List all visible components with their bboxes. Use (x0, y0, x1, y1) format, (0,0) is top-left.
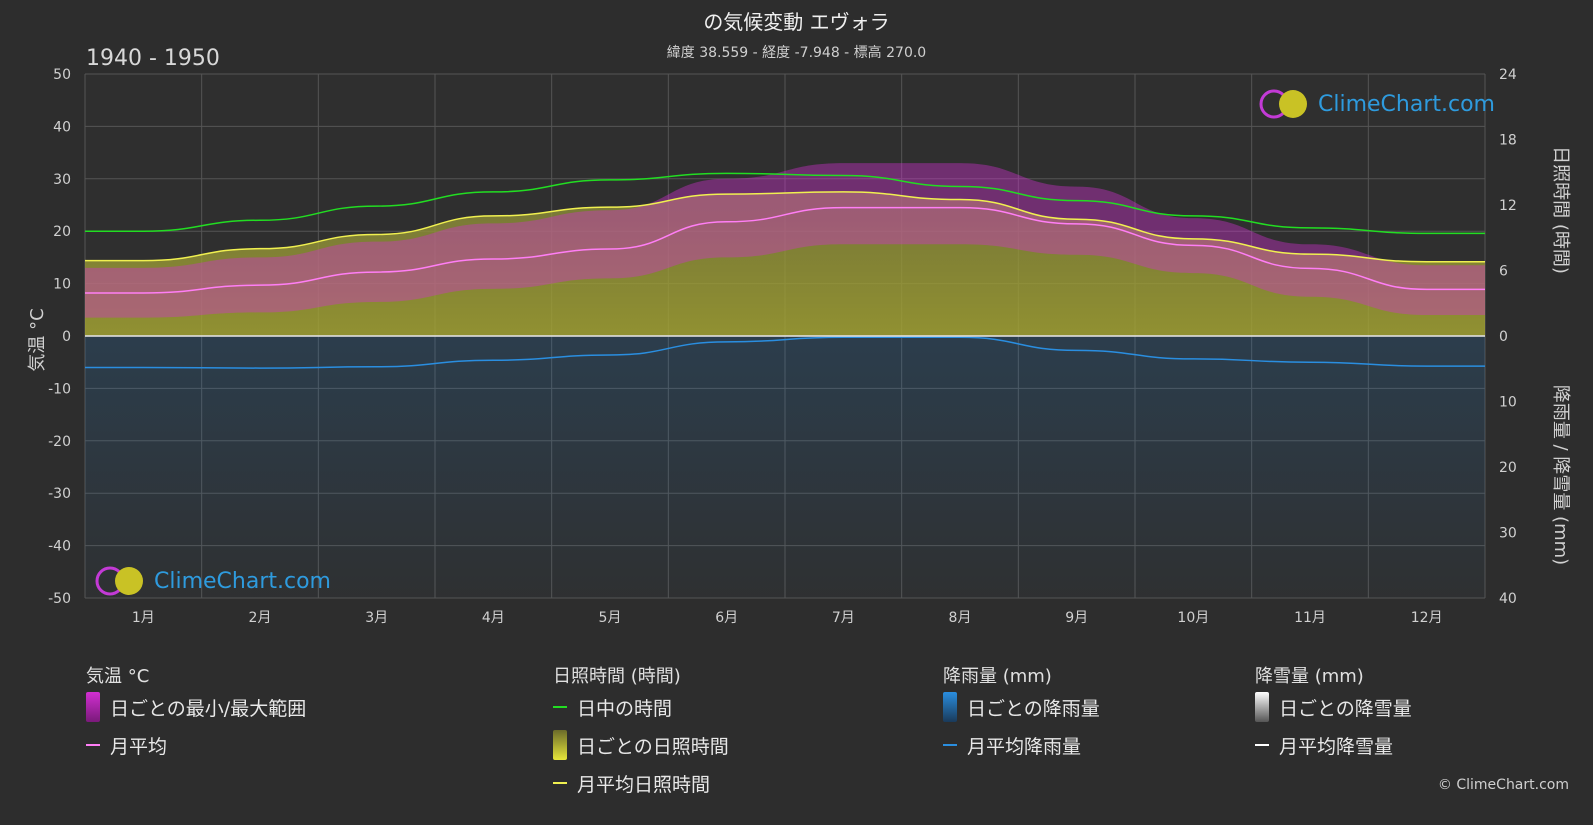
legend-rain-daily-label: 日ごとの降雨量 (967, 697, 1100, 720)
legend-daylight-label: 日中の時間 (577, 697, 673, 720)
month-label: 3月 (365, 610, 388, 626)
temp-range-band (85, 163, 1485, 318)
sunshine-swatch (553, 730, 567, 760)
legend-daylight: 日中の時間 (553, 688, 729, 726)
right-sun-tick-label: 24 (1499, 67, 1517, 83)
rain-daily-area (85, 336, 1485, 598)
right-precip-tick-label: 40 (1499, 591, 1517, 607)
copyright: © ClimeChart.com (1437, 777, 1569, 793)
left-tick-label: -30 (48, 486, 71, 502)
month-label: 10月 (1177, 610, 1209, 626)
month-label: 12月 (1411, 610, 1443, 626)
temp-range-swatch (86, 692, 100, 722)
right-axis-sun-title: 日照時間 (時間) (1550, 146, 1571, 274)
rain-avg-swatch (943, 744, 957, 746)
legend-temp: 気温 °C 日ごとの最小/最大範囲 月平均 (86, 662, 306, 764)
period-label: 1940 - 1950 (86, 46, 220, 71)
right-sun-tick-label: 6 (1499, 264, 1508, 280)
legend-sun-daily: 日ごとの日照時間 (553, 726, 729, 764)
legend-sun-avg-label: 月平均日照時間 (577, 773, 711, 796)
right-precip-tick-label: 20 (1499, 460, 1517, 476)
right-precip-tick-label: 10 (1499, 395, 1517, 411)
left-tick-label: 20 (53, 224, 71, 240)
month-label: 9月 (1065, 610, 1088, 626)
sunshine-avg-line (85, 191, 1485, 263)
month-label: 11月 (1294, 610, 1326, 626)
left-tick-label: 0 (62, 329, 71, 345)
legend-sun: 日照時間 (時間) 日中の時間 日ごとの日照時間 月平均日照時間 (553, 662, 729, 802)
legend-temp-header: 気温 °C (86, 666, 150, 687)
daylight-swatch (553, 706, 567, 708)
logo-text: ClimeChart.com (154, 568, 331, 594)
left-axis-title: 気温 °C (27, 308, 48, 372)
legend-temp-avg: 月平均 (86, 726, 306, 764)
sunshine-area (85, 191, 1485, 336)
legend-snow: 降雪量 (mm) 日ごとの降雪量 月平均降雪量 (1255, 662, 1412, 764)
month-label: 1月 (132, 610, 155, 626)
left-tick-label: 10 (53, 277, 71, 293)
right-sun-tick-label: 18 (1499, 133, 1517, 149)
chart-subtitle: 緯度 38.559 - 経度 -7.948 - 標高 270.0 (666, 45, 927, 61)
month-label: 5月 (599, 610, 622, 626)
legend-snow-daily: 日ごとの降雪量 (1255, 688, 1412, 726)
legend-rain-header: 降雨量 (mm) (943, 666, 1052, 687)
month-label: 7月 (832, 610, 855, 626)
climechart-logo-icon (1259, 89, 1307, 119)
left-tick-label: -20 (48, 434, 71, 450)
sunshine-avg-swatch (553, 782, 567, 784)
logo-bottom[interactable]: ClimeChart.com (94, 565, 331, 597)
legend-temp-avg-label: 月平均 (110, 735, 168, 758)
legend-temp-range-label: 日ごとの最小/最大範囲 (110, 697, 307, 720)
month-label: 6月 (715, 610, 738, 626)
legend-sun-header: 日照時間 (時間) (553, 666, 681, 687)
legend-rain-avg: 月平均降雨量 (943, 726, 1100, 764)
legend-snow-daily-label: 日ごとの降雪量 (1279, 697, 1412, 720)
legend-temp-range: 日ごとの最小/最大範囲 (86, 688, 306, 726)
snow-avg-swatch (1255, 744, 1269, 746)
right-sun-tick-label: 12 (1499, 198, 1517, 214)
month-label: 8月 (949, 610, 972, 626)
legend-snow-avg: 月平均降雪量 (1255, 726, 1412, 764)
legend-sun-avg: 月平均日照時間 (553, 764, 729, 802)
logo-top[interactable]: ClimeChart.com (1258, 88, 1495, 120)
month-label: 2月 (249, 610, 272, 626)
left-tick-label: 40 (53, 119, 71, 135)
climechart-logo-icon (95, 566, 143, 596)
legend-rain-avg-label: 月平均降雨量 (967, 735, 1082, 758)
left-tick-label: 50 (53, 67, 71, 83)
daylight-line (85, 172, 1485, 235)
legend-rain: 降雨量 (mm) 日ごとの降雨量 月平均降雨量 (943, 662, 1100, 764)
left-tick-label: -50 (48, 591, 71, 607)
logo-text: ClimeChart.com (1318, 91, 1495, 117)
rain-swatch (943, 692, 957, 722)
temp-avg-swatch (86, 744, 100, 746)
left-tick-label: 30 (53, 172, 71, 188)
right-axis-precip-title: 降雨量 / 降雪量 (mm) (1550, 384, 1571, 566)
legend-snow-avg-label: 月平均降雪量 (1279, 735, 1394, 758)
temp-avg-line (84, 206, 1485, 294)
chart-title: の気候変動 エヴォラ (703, 10, 890, 34)
right-sun-tick-label: 0 (1499, 329, 1508, 345)
left-tick-label: -40 (48, 539, 71, 555)
legend-rain-daily: 日ごとの降雨量 (943, 688, 1100, 726)
month-label: 4月 (482, 610, 505, 626)
legend-snow-header: 降雪量 (mm) (1255, 666, 1364, 687)
right-precip-tick-label: 30 (1499, 526, 1517, 542)
left-tick-label: -10 (48, 381, 71, 397)
legend-sun-daily-label: 日ごとの日照時間 (577, 735, 729, 758)
rain-avg-line (85, 336, 1485, 369)
snow-swatch (1255, 692, 1269, 722)
